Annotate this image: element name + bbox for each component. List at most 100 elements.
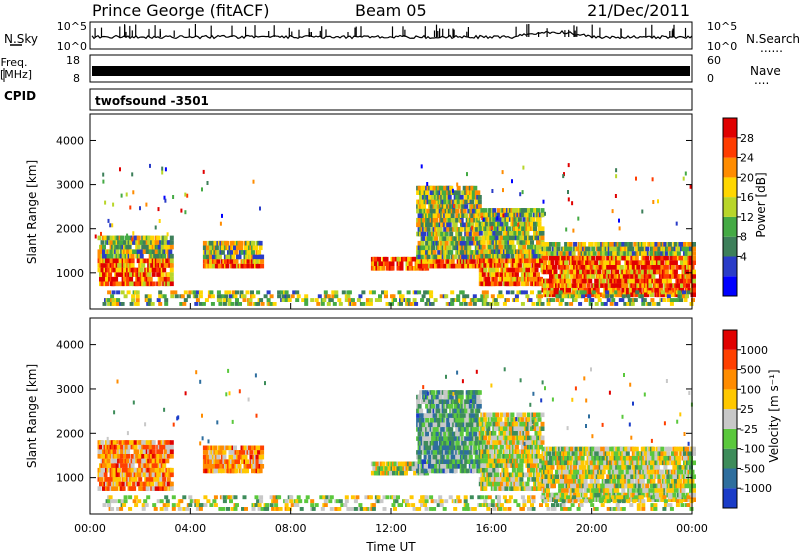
data-cell bbox=[480, 431, 485, 436]
colorbar-tick-label: 20 bbox=[740, 171, 754, 184]
data-cell bbox=[117, 477, 122, 482]
data-cell bbox=[470, 204, 475, 209]
data-cell bbox=[459, 227, 464, 232]
data-cell bbox=[495, 235, 500, 241]
data-cell bbox=[687, 251, 692, 256]
data-cell bbox=[477, 399, 482, 404]
data-cell bbox=[501, 170, 504, 175]
data-cell bbox=[634, 274, 639, 279]
data-cell bbox=[643, 269, 648, 275]
data-cell bbox=[451, 298, 456, 302]
data-cell bbox=[426, 450, 431, 455]
data-cell bbox=[239, 245, 243, 251]
data-cell bbox=[498, 417, 503, 422]
data-cell bbox=[618, 218, 620, 223]
station-title: Prince George (fitACF) bbox=[92, 1, 270, 20]
data-cell bbox=[667, 278, 672, 284]
data-cell bbox=[510, 486, 515, 491]
data-cell bbox=[492, 463, 497, 468]
data-cell bbox=[610, 260, 615, 265]
data-cell bbox=[434, 204, 439, 209]
data-cell bbox=[603, 302, 608, 306]
data-cell bbox=[106, 440, 111, 445]
data-cell bbox=[227, 302, 232, 306]
data-cell bbox=[477, 404, 482, 409]
data-cell bbox=[451, 188, 454, 193]
data-cell bbox=[141, 440, 146, 445]
data-cell bbox=[568, 246, 573, 252]
data-cell bbox=[492, 208, 497, 213]
data-cell bbox=[99, 477, 103, 482]
data-cell bbox=[440, 263, 445, 269]
data-cell bbox=[687, 278, 692, 284]
data-cell bbox=[139, 486, 144, 491]
data-cell bbox=[567, 197, 570, 202]
data-cell bbox=[242, 298, 247, 302]
data-cell bbox=[523, 440, 528, 445]
data-cell bbox=[157, 207, 160, 212]
data-cell bbox=[641, 209, 644, 214]
data-cell bbox=[120, 454, 125, 459]
data-cell bbox=[498, 477, 503, 482]
data-cell bbox=[233, 294, 238, 299]
data-cell bbox=[416, 413, 421, 418]
data-cell bbox=[541, 255, 546, 261]
data-cell bbox=[329, 298, 334, 302]
data-cell bbox=[115, 267, 120, 273]
data-cell bbox=[156, 267, 161, 273]
data-cell bbox=[222, 450, 227, 455]
data-cell bbox=[540, 249, 545, 254]
data-cell bbox=[103, 263, 108, 268]
data-cell bbox=[295, 290, 300, 295]
data-cell bbox=[628, 278, 633, 284]
data-cell bbox=[169, 276, 174, 282]
data-cell bbox=[573, 260, 578, 265]
data-cell bbox=[657, 251, 662, 256]
data-cell bbox=[111, 223, 114, 228]
data-cell bbox=[687, 242, 692, 247]
data-cell bbox=[555, 298, 560, 302]
data-cell bbox=[534, 267, 539, 273]
data-cell bbox=[447, 222, 452, 228]
data-cell bbox=[142, 467, 147, 473]
data-cell bbox=[513, 221, 518, 227]
data-cell bbox=[525, 481, 530, 487]
data-cell bbox=[517, 276, 522, 282]
data-cell bbox=[124, 235, 129, 241]
data-cell bbox=[461, 236, 466, 241]
data-cell bbox=[663, 242, 668, 247]
data-cell bbox=[422, 263, 427, 269]
data-cell bbox=[505, 253, 510, 259]
nave-right-tick-top: 60 bbox=[707, 54, 721, 67]
data-cell bbox=[159, 477, 164, 482]
data-cell bbox=[540, 440, 545, 445]
data-cell bbox=[465, 445, 470, 451]
nave-right-tick-bottom: 0 bbox=[707, 72, 714, 85]
data-cell bbox=[409, 302, 414, 306]
data-cell bbox=[616, 260, 621, 265]
data-cell bbox=[527, 449, 531, 454]
data-cell bbox=[484, 258, 489, 264]
data-cell bbox=[473, 422, 478, 428]
data-cell bbox=[525, 212, 530, 218]
data-cell bbox=[683, 278, 687, 284]
data-cell bbox=[396, 266, 401, 271]
data-cell bbox=[471, 263, 476, 269]
data-cell bbox=[459, 390, 464, 395]
data-cell bbox=[158, 294, 163, 299]
data-cell bbox=[164, 198, 167, 203]
data-cell bbox=[660, 290, 665, 295]
data-cell bbox=[673, 269, 678, 275]
data-cell bbox=[692, 287, 696, 293]
data-cell bbox=[422, 204, 427, 209]
data-cell bbox=[493, 226, 498, 231]
data-cell bbox=[559, 474, 564, 479]
data-cell bbox=[480, 249, 485, 254]
data-cell bbox=[692, 251, 696, 256]
data-cell bbox=[162, 444, 167, 450]
data-cell bbox=[127, 235, 132, 241]
data-cell bbox=[495, 467, 500, 473]
data-cell bbox=[546, 292, 550, 298]
